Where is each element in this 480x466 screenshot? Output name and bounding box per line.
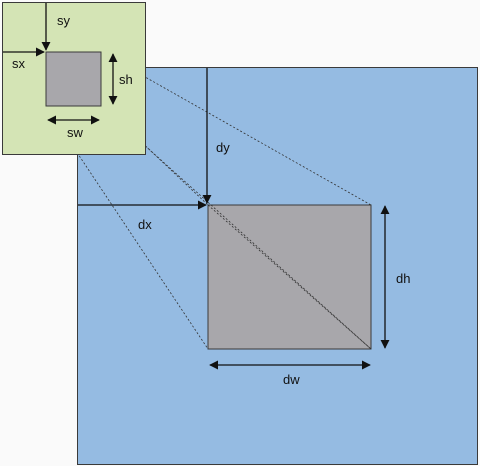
dx-label: dx [138,217,152,232]
sh-label: sh [119,72,133,87]
source-rect [45,51,102,107]
dy-label: dy [216,140,230,155]
sw-label: sw [67,125,84,140]
sy-label: sy [57,13,71,28]
destination-diagonal [207,204,372,350]
dw-label: dw [283,372,300,387]
sx-label: sx [12,56,26,71]
dh-label: dh [396,271,410,286]
